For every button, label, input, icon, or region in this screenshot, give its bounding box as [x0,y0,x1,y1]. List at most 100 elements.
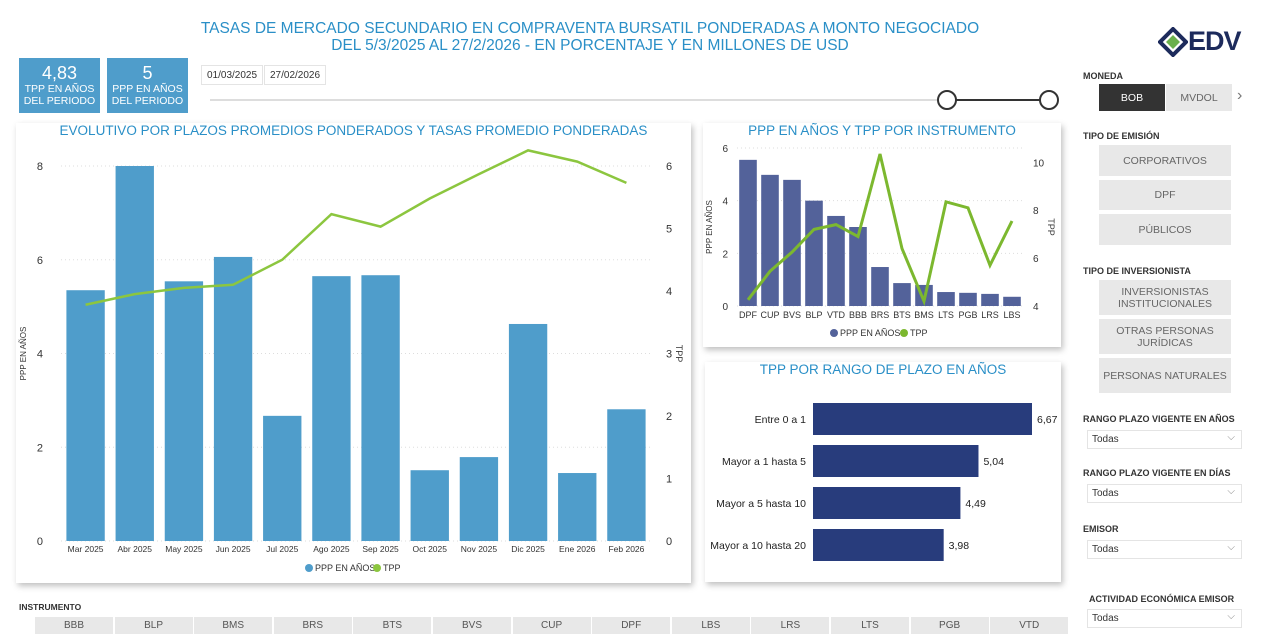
inversionista-naturales-button[interactable]: PERSONAS NATURALES [1099,358,1231,393]
instrumento-lts-button[interactable]: LTS [831,617,909,634]
date-slider-end-handle[interactable] [1039,90,1059,110]
emision-publicos-button[interactable]: PÚBLICOS [1099,214,1231,245]
moneda-mvdol-button[interactable]: MVDOL [1166,84,1232,111]
instrumento-bts-button[interactable]: BTS [353,617,432,634]
instrumento-bvs-button[interactable]: BVS [433,617,511,634]
instrumento-lbs-button[interactable]: LBS [671,617,750,634]
bar-lrs [981,293,999,306]
legend-tpp-marker [900,329,908,337]
bar-range [813,445,979,477]
chevron-right-icon[interactable]: › [1237,87,1243,104]
x-tick-label: Mar 2025 [68,544,104,554]
rango-chart: Entre 0 a 1 6,67 Mayor a 1 hasta 5 5,04 Mayo… [710,403,1058,561]
x-tick-label: LRS [981,310,999,320]
rango-dias-label: RANGO PLAZO VIGENTE EN DÍAS [1083,468,1231,478]
inversionista-juridicas-button[interactable]: OTRAS PERSONAS JURÍDICAS [1099,319,1231,354]
instrumento-lrs-button[interactable]: LRS [751,617,830,634]
instrumento-pgb-button[interactable]: PGB [910,617,989,634]
y-tick-label: 4 [722,197,728,208]
bar-feb-2026 [607,409,646,541]
rango-chart-card: TPP POR RANGO DE PLAZO EN AÑOS Entre 0 a… [705,362,1061,582]
actividad-label: ACTIVIDAD ECONÓMICA EMISOR [1089,594,1235,604]
tipo-emision-label: TIPO DE EMISIÓN [1083,131,1160,141]
bar-jul-2025 [263,415,302,541]
logo-text: EDV [1188,26,1242,56]
page-title: TASAS DE MERCADO SECUNDARIO EN COMPRAVEN… [180,20,1000,54]
actividad-dropdown[interactable]: Todas ⌵ [1087,609,1242,628]
y2-tick-label: 4 [666,286,672,298]
start-date-input[interactable]: 01/03/2025 [201,65,264,85]
legend-ppp-label: PPP EN AÑOS [840,328,900,338]
x-tick-label: BTS [893,310,911,320]
x-tick-label: PGB [958,310,977,320]
x-tick-label: Oct 2025 [413,544,448,554]
x-tick-label: VTD [827,310,846,320]
instrumento-bms-button[interactable]: BMS [194,617,273,634]
bar-mar-2025 [66,290,105,541]
instrumento-brs-button[interactable]: BRS [273,617,352,634]
edv-logo: EDV [1158,26,1242,57]
date-slider-track[interactable] [210,99,1050,101]
moneda-bob-button[interactable]: BOB [1099,84,1165,111]
y-tick-label: 6 [37,255,43,267]
bar-nov-2025 [459,457,499,541]
emision-corporativos-button[interactable]: CORPORATIVOS [1099,145,1231,176]
bar-jun-2025 [213,256,253,541]
bar-abr-2025 [115,166,154,541]
bar-dpf [739,159,757,306]
date-slider-start-handle[interactable] [937,90,957,110]
category-label: Mayor a 5 hasta 10 [716,498,806,510]
y2-axis-label: TPP [1046,218,1056,236]
title-line-2: DEL 5/3/2025 AL 27/2/2026 - EN PORCENTAJ… [331,37,849,54]
dropdown-value: Todas [1092,544,1119,555]
x-tick-label: BLP [805,310,822,320]
bar-cup [761,174,779,306]
y2-tick-label: 3 [666,349,672,361]
end-date-input[interactable]: 27/02/2026 [264,65,327,85]
y-tick-label: 8 [37,161,43,173]
bar-bbb [849,227,867,306]
instrumento-blp-button[interactable]: BLP [114,617,193,634]
bar-dic-2025 [508,323,548,541]
instrumento-dpf-button[interactable]: DPF [592,617,671,634]
instrumento-vtd-button[interactable]: VTD [990,617,1069,634]
emisor-label: EMISOR [1083,524,1119,534]
x-tick-label: BVS [783,310,801,320]
data-label: 4,49 [965,498,986,510]
bar-pgb [959,292,977,306]
y-tick-label: 2 [722,249,728,260]
tpp-line [85,149,627,306]
inversionista-institucionales-button[interactable]: INVERSIONISTAS INSTITUCIONALES [1099,280,1231,315]
emision-dpf-button[interactable]: DPF [1099,180,1231,210]
legend-tpp-marker [373,564,381,572]
evolutivo-chart: 0 2 4 6 8 0 1 2 3 4 5 6 Mar 2025 Abr 2025 May 2025 Jun … [19,149,684,573]
chart-title: EVOLUTIVO POR PLAZOS PROMEDIOS PONDERADO… [59,123,648,138]
x-tick-label: CUP [760,310,779,320]
instrumento-cup-button[interactable]: CUP [512,617,591,634]
legend-ppp-marker [305,564,313,572]
x-tick-label: LBS [1003,310,1020,320]
x-tick-label: Jun 2025 [216,544,251,554]
rango-dias-dropdown[interactable]: Todas ⌵ [1087,484,1242,503]
data-label: 6,67 [1037,414,1058,426]
x-tick-label: Dic 2025 [511,544,545,554]
moneda-label: MONEDA [1083,71,1123,81]
bar-bvs [783,179,801,306]
x-tick-label: DPF [739,310,758,320]
date-slider-fill [947,99,1049,101]
y2-tick-label: 6 [1033,254,1039,265]
legend-tpp-label: TPP [910,328,928,338]
emisor-dropdown[interactable]: Todas ⌵ [1087,540,1242,559]
x-tick-label: Jul 2025 [266,544,298,554]
rango-anios-dropdown[interactable]: Todas ⌵ [1087,430,1242,449]
kpi-tpp: 4,83 TPP EN AÑOS DEL PERIODO [19,58,100,113]
rango-anios-label: RANGO PLAZO VIGENTE EN AÑOS [1083,414,1235,424]
instrumento-bbb-button[interactable]: BBB [35,617,113,634]
x-tick-label: BRS [871,310,890,320]
y2-tick-label: 6 [666,161,672,173]
y-tick-label: 0 [37,536,43,548]
evolutivo-chart-card: EVOLUTIVO POR PLAZOS PROMEDIOS PONDERADO… [16,123,691,583]
y2-tick-label: 0 [666,536,672,548]
x-tick-label: Ene 2026 [559,544,596,554]
chevron-down-icon: ⌵ [1227,542,1235,553]
